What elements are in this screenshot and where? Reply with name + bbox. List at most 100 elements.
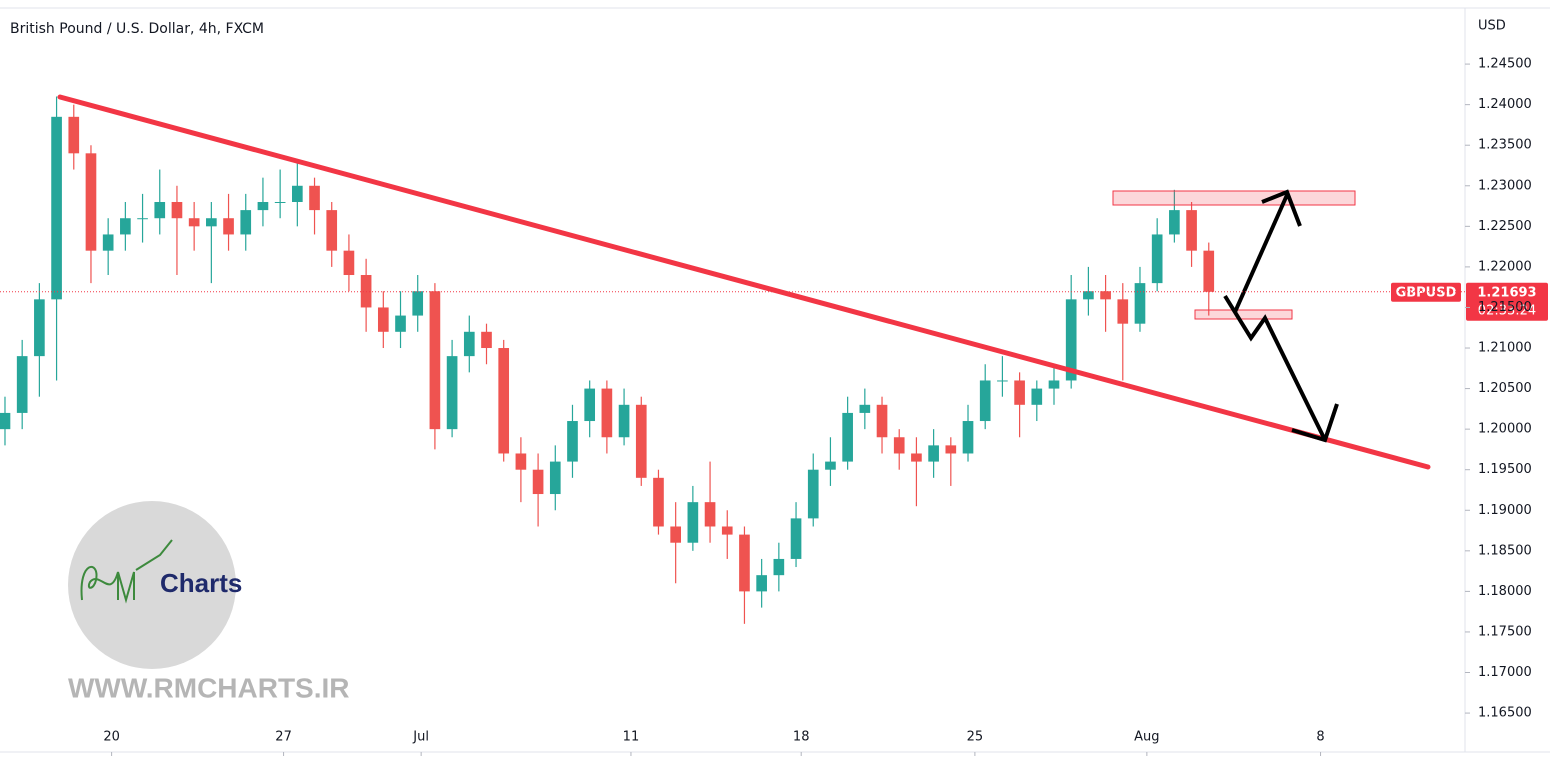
candle-body — [51, 116, 62, 300]
y-tick-label: 1.23500 — [1478, 138, 1532, 153]
candle-body — [635, 404, 647, 478]
y-tick-label: 1.19500 — [1478, 462, 1532, 477]
candle-body — [206, 218, 217, 227]
candle-body — [962, 421, 974, 454]
candle-body — [1048, 380, 1060, 389]
support-zone — [1194, 309, 1293, 320]
candle-body — [911, 453, 922, 462]
candle-body — [85, 153, 97, 251]
candle-body — [721, 526, 733, 535]
x-tick-label: 18 — [793, 730, 810, 745]
candle-body — [429, 291, 441, 430]
candle-body — [188, 218, 200, 227]
candle-body — [773, 558, 785, 576]
trend-line — [57, 94, 1431, 470]
candle-body — [876, 404, 888, 438]
symbol-tag: GBPUSD — [1396, 285, 1457, 300]
candle-body — [653, 477, 664, 527]
candle-body — [240, 210, 252, 235]
candle-body — [807, 469, 819, 519]
x-tick-label: Jul — [412, 730, 429, 745]
candle-body — [687, 502, 699, 543]
candle-body — [34, 299, 45, 357]
candle-body — [463, 331, 475, 357]
logo-circle — [68, 501, 236, 669]
candle-body — [997, 380, 1008, 382]
candle-body — [1083, 291, 1094, 300]
y-tick-label: 1.23000 — [1478, 178, 1532, 193]
candle-body — [0, 412, 11, 430]
candle-body — [515, 453, 527, 470]
candle-body — [1203, 250, 1215, 292]
candle-body — [1031, 388, 1043, 405]
x-tick-label: 11 — [623, 730, 640, 745]
candle-body — [1169, 210, 1180, 235]
candle-body — [446, 356, 458, 430]
candle-body — [928, 445, 939, 462]
candle-body — [120, 218, 131, 235]
resistance-zone — [1112, 190, 1356, 206]
y-tick-label: 1.18000 — [1478, 584, 1532, 599]
candle-body — [395, 315, 406, 332]
candle-body — [377, 307, 389, 332]
candle-body — [601, 388, 613, 438]
candle-body — [257, 201, 269, 211]
y-tick-label: 1.24500 — [1478, 57, 1532, 72]
candle-body — [1186, 210, 1197, 251]
x-tick-label: Aug — [1134, 730, 1159, 745]
candle-body — [1134, 283, 1146, 324]
watermark: WWW.RMCHARTS.IR — [68, 672, 350, 703]
arrow-down-head — [1291, 403, 1339, 443]
candle-body — [274, 201, 286, 203]
candle-body — [756, 575, 767, 592]
candle-body — [739, 534, 750, 592]
candle-body — [154, 201, 166, 219]
candle-body — [102, 234, 114, 251]
candle-body — [1065, 299, 1077, 381]
candle-body — [618, 404, 630, 438]
candle-body — [481, 331, 492, 349]
x-tick-label: 20 — [103, 730, 120, 745]
y-tick-label: 1.22500 — [1478, 219, 1532, 234]
x-tick-label: 25 — [967, 730, 984, 745]
candle-body — [1014, 380, 1025, 405]
candle-body — [549, 461, 561, 495]
candle-body — [360, 275, 372, 308]
price-tag: GBPUSD 1.21693 02:33:24 — [1391, 282, 1548, 321]
candle-body — [292, 185, 303, 202]
candle-body — [1100, 291, 1111, 300]
candle-body — [137, 218, 148, 220]
chart-title: British Pound / U.S. Dollar, 4h, FXCM — [10, 21, 264, 37]
candle-body — [498, 348, 510, 454]
candle-body — [16, 356, 28, 413]
candle-body — [68, 116, 80, 154]
candle-body — [790, 518, 802, 559]
candle-body — [567, 421, 578, 462]
candle-body — [1151, 234, 1163, 284]
logo-text: Charts — [160, 568, 242, 598]
arrow-up — [1233, 194, 1289, 313]
candle-body — [343, 250, 355, 276]
y-tick-label: 1.16500 — [1478, 706, 1532, 721]
candle-body — [825, 461, 836, 470]
candle-body — [979, 380, 991, 422]
candle-body — [1117, 299, 1129, 324]
candle-body — [326, 210, 338, 251]
candle-body — [859, 404, 871, 413]
candle-body — [704, 502, 716, 527]
candles — [0, 96, 1215, 624]
y-tick-label: 1.22000 — [1478, 259, 1532, 274]
y-tick-label: 1.17000 — [1478, 665, 1532, 680]
y-tick-label: 1.19000 — [1478, 503, 1532, 518]
candle-body — [945, 445, 957, 454]
y-tick-label: 1.17500 — [1478, 624, 1532, 639]
price-tag-value: 1.21693 — [1477, 285, 1536, 300]
candle-body — [223, 218, 234, 235]
candle-body — [309, 185, 320, 211]
candle-body — [584, 388, 596, 422]
candle-body — [842, 412, 853, 462]
candle-body — [893, 437, 905, 454]
candle-body — [412, 291, 424, 316]
y-tick-label: 1.18500 — [1478, 543, 1532, 558]
